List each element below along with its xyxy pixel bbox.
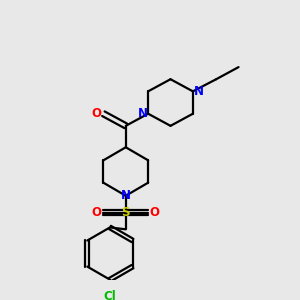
- Text: S: S: [122, 206, 130, 219]
- Text: N: N: [121, 189, 131, 202]
- Text: O: O: [150, 206, 160, 219]
- Text: N: N: [194, 85, 203, 98]
- Text: O: O: [92, 107, 102, 120]
- Text: N: N: [137, 107, 148, 120]
- Text: Cl: Cl: [103, 290, 116, 300]
- Text: O: O: [92, 206, 102, 219]
